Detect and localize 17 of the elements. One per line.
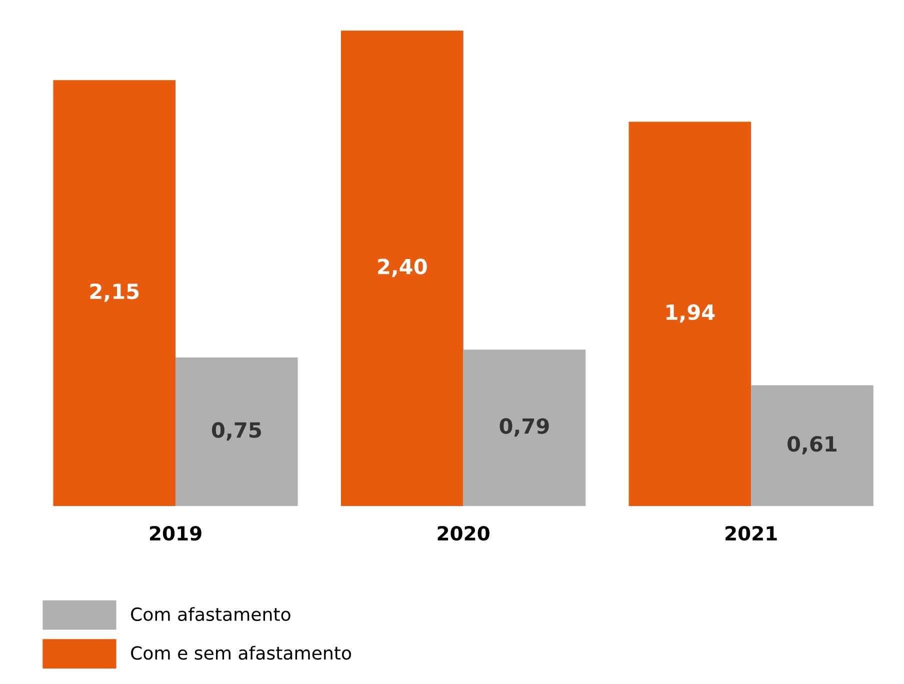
bar [340, 30, 464, 506]
data-label: 0,79 [500, 418, 549, 437]
bar [628, 122, 752, 506]
data-label: 0,61 [788, 436, 836, 454]
legend-label: Com afastamento [131, 607, 290, 622]
bar [176, 358, 298, 506]
bar [53, 80, 176, 506]
x-tick-label: 2020 [438, 526, 490, 541]
bar [751, 385, 874, 506]
data-label: 2,40 [378, 258, 427, 278]
data-label: 0,75 [212, 422, 261, 441]
legend-label: Com e sem afastamento [131, 646, 352, 660]
x-tick-label: 2019 [150, 526, 202, 541]
bar [463, 350, 586, 506]
data-label: 1,94 [666, 304, 715, 323]
x-tick-label: 2021 [726, 526, 777, 541]
data-label: 2,15 [90, 283, 139, 302]
